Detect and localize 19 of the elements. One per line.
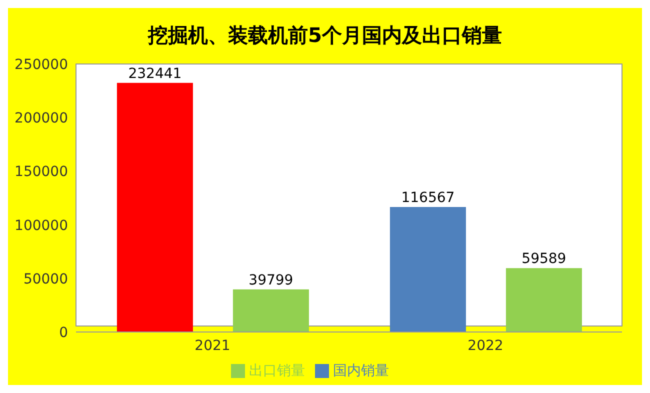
bar — [116, 82, 193, 332]
chart-title: 挖掘机、装载机前5个月国内及出口销量 — [146, 22, 503, 49]
data-label: 59589 — [522, 251, 566, 268]
bar — [390, 207, 466, 332]
bar — [506, 268, 582, 332]
legend-label: 国内销量 — [333, 363, 389, 379]
data-label: 116567 — [401, 190, 455, 206]
bar — [232, 289, 309, 332]
y-tick-label: 50000 — [23, 271, 68, 288]
x-tick-label: 2021 — [194, 338, 230, 354]
y-tick-label: 150000 — [14, 164, 68, 180]
y-tick-label: 100000 — [14, 218, 68, 234]
y-tick-label: 0 — [59, 324, 68, 341]
data-label: 232441 — [128, 66, 182, 82]
x-tick-label: 2022 — [468, 338, 504, 354]
y-tick-label: 250000 — [14, 56, 68, 73]
y-tick-label: 200000 — [14, 110, 68, 127]
data-label: 39799 — [248, 272, 294, 288]
legend-label: 出口销量 — [249, 363, 305, 379]
